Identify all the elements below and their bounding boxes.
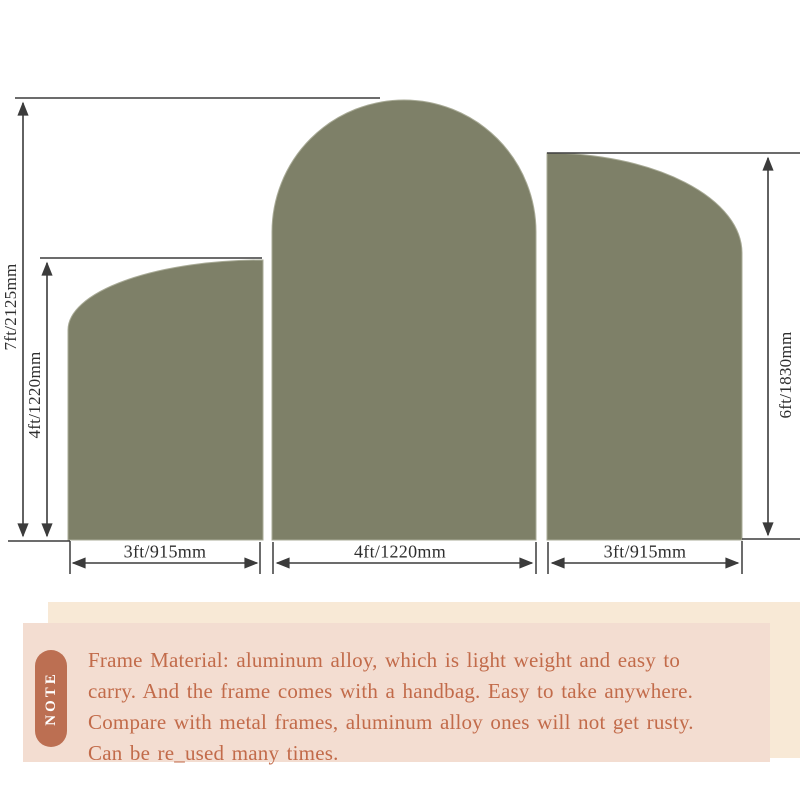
note-line: carry. And the frame comes with a handba… [88,679,694,703]
note-line: Frame Material: aluminum alloy, which is… [88,648,681,672]
note-tag: NOTE [35,650,67,747]
note-line: Can be re_used many times. [88,741,339,765]
label-right-width: 3ft/915mm [603,541,687,562]
label-left-width: 3ft/915mm [123,541,207,562]
extension-lines [8,97,800,574]
label-right-height: 6ft/1830mm [776,331,795,419]
note-tag-label: NOTE [42,671,59,726]
note-text: Frame Material: aluminum alloy, which is… [88,645,766,769]
right-arch-panel [546,152,743,541]
label-outer-height: 7ft/2125mm [1,263,20,351]
note-panel [23,623,770,762]
left-arch-panel [67,259,264,541]
label-middle-width: 4ft/1220mm [354,541,446,562]
label-left-height: 4ft/1220mm [25,351,44,439]
dimension-lines [17,101,774,569]
note-line: Compare with metal frames, aluminum allo… [88,710,694,734]
arch-panels-drawing [8,97,800,574]
middle-arch-panel [271,99,537,541]
